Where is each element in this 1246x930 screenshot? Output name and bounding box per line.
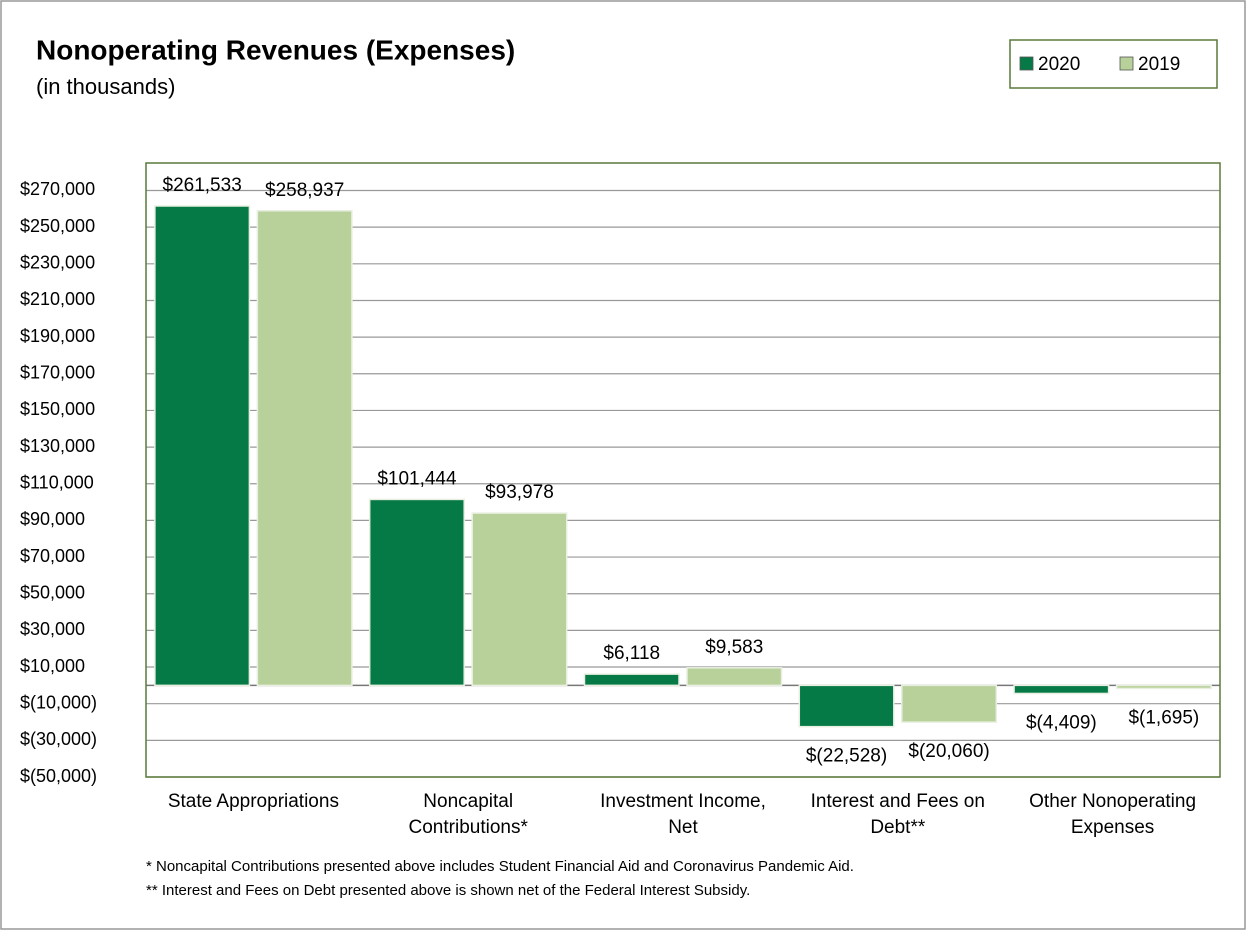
data-label: $(1,695) [1128, 707, 1199, 728]
y-tick-label: $230,000 [20, 253, 95, 273]
data-label: $(4,409) [1026, 712, 1097, 733]
y-tick-label: $30,000 [20, 619, 85, 639]
legend-box [1009, 39, 1218, 89]
data-label: $6,118 [603, 643, 660, 664]
bar [686, 667, 783, 687]
y-tick-label: $270,000 [20, 179, 95, 199]
bar [1115, 684, 1212, 690]
bar [1013, 684, 1110, 695]
y-tick-label: $170,000 [20, 363, 95, 383]
y-tick-label: $10,000 [20, 656, 85, 676]
data-label: $(22,528) [806, 746, 887, 767]
y-tick-label: $(50,000) [20, 766, 97, 786]
y-tick-label: $190,000 [20, 326, 95, 346]
y-tick-label: $(30,000) [20, 729, 97, 749]
legend-label: 2019 [1138, 54, 1180, 75]
footnote: ** Interest and Fees on Debt presented a… [146, 882, 751, 899]
footnote: * Noncapital Contributions presented abo… [146, 858, 854, 875]
legend-swatch [1019, 56, 1034, 71]
x-tick-label: Interest and Fees on Debt** [810, 791, 985, 838]
chart-subtitle: (in thousands) [36, 74, 175, 99]
y-tick-label: $110,000 [20, 472, 94, 492]
bar [256, 210, 353, 687]
x-tick-label: State Appropriations [167, 791, 339, 812]
data-label: $258,937 [265, 180, 344, 201]
y-tick-label: $50,000 [20, 582, 85, 602]
plot-border [145, 162, 1221, 778]
legend-swatch [1119, 56, 1134, 71]
data-label: $(20,060) [908, 741, 989, 762]
bar [154, 205, 251, 687]
y-tick-label: $70,000 [20, 546, 85, 566]
bar [901, 684, 998, 723]
x-tick-label: Other Nonoperating Expenses [1029, 791, 1197, 838]
data-label: $101,444 [377, 468, 457, 489]
legend-label: 2020 [1038, 54, 1080, 75]
y-tick-label: $130,000 [20, 436, 95, 456]
data-label: $9,583 [705, 637, 763, 658]
chart-title: Nonoperating Revenues (Expenses) [36, 34, 515, 65]
y-tick-label: $150,000 [20, 399, 95, 419]
bar [368, 498, 465, 687]
x-tick-label: Noncapital Contributions* [408, 791, 528, 838]
y-tick-label: $250,000 [20, 216, 95, 236]
bar [471, 512, 568, 687]
data-label: $93,978 [485, 482, 554, 503]
x-tick-label: Investment Income, Net [600, 791, 766, 838]
bar [583, 673, 680, 687]
y-tick-label: $210,000 [20, 289, 95, 309]
bar [798, 684, 895, 728]
y-tick-label: $90,000 [20, 509, 85, 529]
data-label: $261,533 [163, 175, 242, 196]
y-tick-label: $(10,000) [20, 692, 97, 712]
